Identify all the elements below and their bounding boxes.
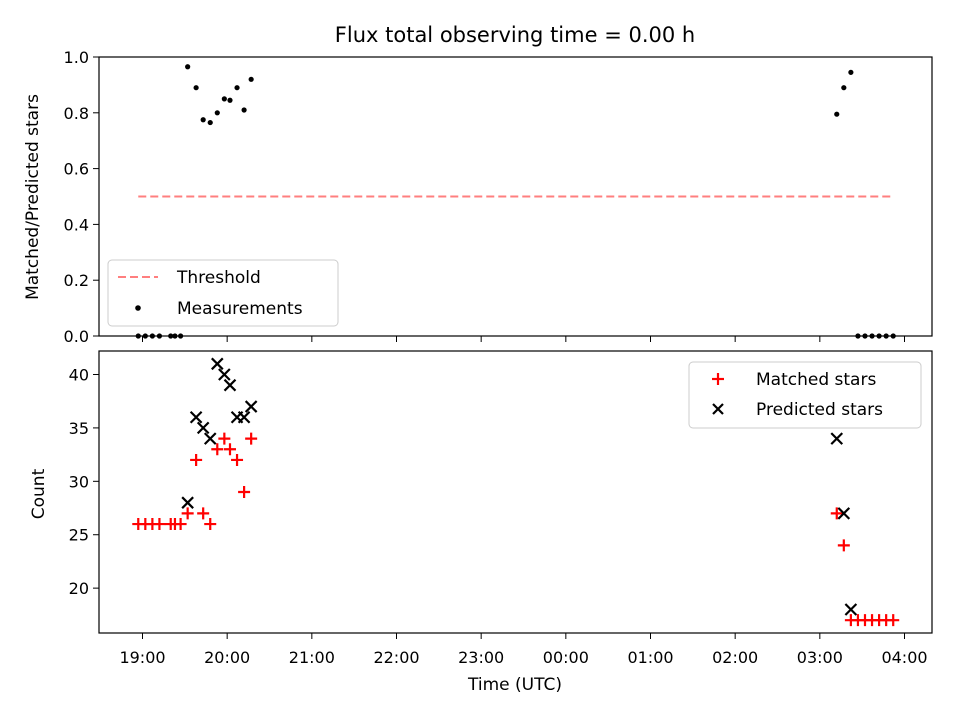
measurement-point — [834, 111, 840, 117]
xtick-label: 02:00 — [712, 648, 758, 667]
top-ytick-label: 0.6 — [64, 160, 89, 179]
predicted-star-point — [211, 357, 224, 371]
matched-star-point — [837, 539, 850, 552]
predicted-star-point — [223, 378, 237, 392]
xtick-label: 19:00 — [119, 648, 165, 667]
matched-star-point — [231, 453, 244, 466]
bottom-ytick-label: 20 — [69, 579, 89, 598]
top-ytick-label: 0.8 — [64, 104, 89, 123]
xtick-label: 21:00 — [289, 648, 335, 667]
top-ytick-label: 1.0 — [64, 48, 89, 67]
predicted-star-point — [181, 496, 194, 509]
predicted-star-point — [844, 603, 858, 616]
predicted-star-point — [196, 421, 210, 435]
legend-matched-swatch — [712, 373, 724, 385]
legend-measurements-label: Measurements — [177, 299, 303, 319]
measurement-point — [193, 85, 199, 91]
matched-star-point — [190, 453, 203, 466]
matched-star-point — [174, 518, 187, 531]
measurement-point — [185, 64, 191, 70]
predicted-star-point — [837, 507, 851, 520]
measurement-point — [221, 96, 227, 102]
predicted-star-point — [218, 368, 231, 381]
predicted-star-point — [244, 400, 258, 413]
top-legend: Threshold Measurements — [107, 259, 339, 327]
xtick-label: 04:00 — [881, 648, 927, 667]
xtick-label: 22:00 — [373, 648, 419, 667]
xtick-label: 23:00 — [458, 648, 504, 667]
bottom-legend-box — [688, 361, 922, 429]
legend-measurements-swatch — [135, 305, 141, 311]
matched-star-point — [245, 432, 258, 445]
matched-star-point — [830, 507, 843, 520]
matched-star-point — [218, 432, 231, 445]
measurement-point — [227, 97, 233, 103]
legend-threshold-label: Threshold — [176, 268, 261, 288]
matched-star-point — [238, 486, 251, 498]
matched-star-point — [153, 518, 166, 531]
axes-layer: 0.0 0.2 0.4 0.6 0.8 1.0 20 25 30 35 40 19:00 20:00 21… — [64, 48, 928, 667]
predicted-star-point — [203, 432, 217, 445]
measurement-point — [200, 117, 206, 123]
bottom-panel-content — [132, 357, 900, 627]
matched-star-point — [197, 507, 210, 520]
predicted-star-point — [830, 432, 844, 445]
xtick-label: 00:00 — [543, 648, 589, 667]
top-ytick-label: 0.4 — [64, 215, 89, 234]
bottom-ytick-label: 30 — [69, 472, 89, 491]
measurement-point — [841, 85, 847, 91]
bottom-xlabel: Time (UTC) — [467, 675, 562, 695]
bottom-ytick-label: 40 — [69, 366, 89, 385]
bottom-panel-frame — [98, 350, 933, 634]
matched-star-point — [887, 614, 900, 627]
matched-star-point — [223, 443, 236, 456]
top-panel-frame — [98, 56, 933, 337]
bottom-ytick-label: 35 — [69, 419, 89, 438]
legend-predicted-label: Predicted stars — [756, 400, 883, 420]
predicted-star-point — [237, 410, 251, 424]
legend-predicted-swatch — [712, 403, 724, 415]
bottom-legend: Matched stars Predicted stars — [688, 361, 922, 429]
matched-star-point — [211, 443, 224, 456]
measurement-point — [234, 85, 240, 91]
xtick-label: 20:00 — [204, 648, 250, 667]
top-legend-box — [107, 259, 339, 327]
bottom-ylabel: Count — [29, 468, 49, 519]
matched-star-point — [204, 518, 217, 531]
top-ylabel: Matched/Predicted stars — [23, 94, 43, 300]
measurement-point — [241, 107, 247, 113]
xtick-label: 01:00 — [627, 648, 673, 667]
measurement-point — [848, 69, 854, 75]
top-ytick-label: 0.2 — [64, 271, 89, 290]
measurement-point — [214, 110, 220, 116]
measurement-point — [248, 76, 254, 82]
predicted-star-point — [189, 410, 203, 424]
matched-star-point — [181, 507, 194, 520]
measurement-point — [207, 119, 213, 126]
legend-matched-label: Matched stars — [756, 370, 876, 390]
bottom-ytick-label: 25 — [69, 526, 89, 545]
top-chart-title: Flux total observing time = 0.00 h — [335, 23, 695, 47]
xtick-label: 03:00 — [797, 648, 843, 667]
top-ytick-label: 0.0 — [64, 327, 89, 346]
